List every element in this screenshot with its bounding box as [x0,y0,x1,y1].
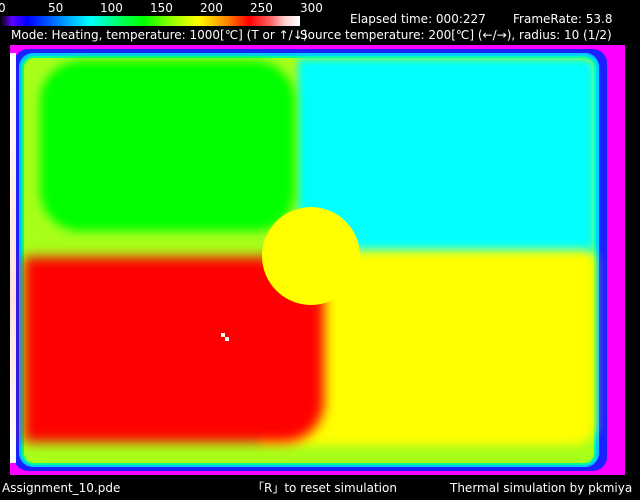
source-settings: Source temperature: 200[℃] (←/→), radius… [300,28,612,42]
elapsed-time: Elapsed time: 000:227 [350,12,486,26]
hot-left-edge [10,53,16,463]
sketch-filename: Assignment_10.pde [2,481,121,495]
frame-rate: FrameRate: 53.8 [513,12,613,26]
colorbar-tick-150: 150 [150,1,173,15]
heat-source-circle [262,207,360,305]
mouse-cursor-marker [221,333,229,341]
colorbar-tick-0: 0 [0,1,6,15]
simulation-canvas[interactable] [10,45,625,475]
temperature-colorbar [0,16,300,26]
mode-indicator: Mode: Heating, temperature: 1000[℃] (T o… [11,28,308,42]
mild-region-top-left [40,61,295,231]
colorbar-tick-300: 300 [300,1,323,15]
colorbar-tick-200: 200 [200,1,223,15]
colorbar-tick-100: 100 [100,1,123,15]
colorbar-tick-250: 250 [250,1,273,15]
credit-text: Thermal simulation by pkmiya [450,481,633,495]
reset-hint: 「R」to reset simulation [252,481,397,495]
colorbar-tick-50: 50 [48,1,64,15]
